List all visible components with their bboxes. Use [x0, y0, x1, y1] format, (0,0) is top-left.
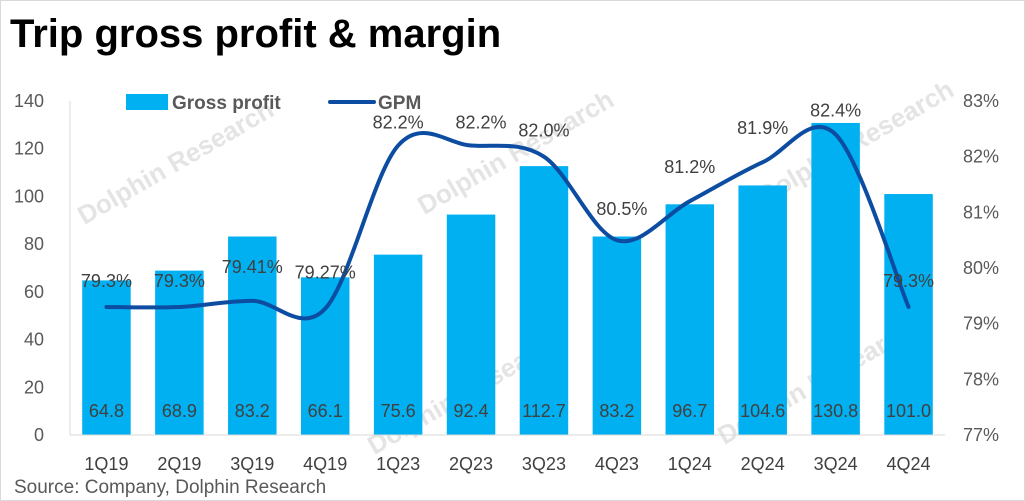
left-axis-tick-label: 100	[14, 186, 44, 206]
bar-data-label: 83.2	[599, 401, 634, 421]
line-data-label: 79.3%	[154, 271, 205, 291]
legend-label-gross-profit: Gross profit	[172, 93, 281, 114]
legend-label-gpm: GPM	[378, 93, 421, 114]
gpm-line	[104, 125, 911, 321]
left-axis-tick-label: 120	[14, 139, 44, 159]
line-data-label: 82.2%	[456, 113, 507, 133]
bar-gross-profit	[738, 185, 787, 435]
line-data-label: 81.2%	[664, 157, 715, 177]
bar-gross-profit	[884, 194, 933, 435]
bar-data-label: 130.8	[813, 401, 858, 421]
bar-gross-profit	[155, 270, 204, 435]
line-data-label: 82.2%	[373, 113, 424, 133]
line-data-label: 82.0%	[518, 121, 569, 141]
bar-gross-profit	[519, 166, 569, 435]
bar-gross-profit	[300, 277, 350, 435]
x-axis-tick-label: 1Q24	[668, 454, 712, 474]
line-data-label: 79.27%	[295, 263, 356, 283]
line-data-label: 79.3%	[81, 271, 132, 291]
bar-data-label: 66.1	[308, 401, 343, 421]
bar-data-label: 68.9	[162, 401, 197, 421]
x-axis-tick-label: 2Q19	[157, 454, 201, 474]
left-axis-tick-label: 40	[24, 330, 44, 350]
source-note: Source: Company, Dolphin Research	[14, 477, 327, 498]
line-data-label: 81.9%	[737, 118, 788, 138]
bar-data-label: 96.7	[672, 401, 707, 421]
bar-data-label: 64.8	[89, 401, 124, 421]
bar-gross-profit	[592, 236, 642, 435]
x-axis-tick-label: 3Q24	[814, 454, 858, 474]
bar-gross-profit	[446, 214, 496, 435]
line-data-label: 80.5%	[596, 199, 647, 219]
left-axis-tick-label: 80	[24, 234, 44, 254]
bar-data-label: 83.2	[235, 401, 270, 421]
left-axis-tick-label: 140	[14, 91, 44, 111]
bar-gross-profit	[228, 236, 277, 435]
x-axis-tick-label: 4Q24	[887, 454, 931, 474]
right-axis-tick-label: 81%	[963, 202, 999, 222]
bar-gross-profit	[665, 204, 715, 435]
bar-gross-profit	[373, 254, 423, 435]
bar-data-label: 75.6	[381, 401, 416, 421]
x-axis-tick-label: 1Q19	[84, 454, 128, 474]
legend-swatch-gross-profit	[126, 94, 168, 110]
x-axis-tick-label: 4Q19	[303, 454, 347, 474]
right-axis-tick-label: 83%	[963, 91, 999, 111]
bar-data-label: 92.4	[454, 401, 489, 421]
bar-data-label: 112.7	[522, 401, 566, 421]
right-axis-tick-label: 79%	[963, 314, 999, 334]
bar-gross-profit	[811, 122, 860, 435]
x-axis-tick-label: 3Q19	[230, 454, 274, 474]
left-axis-tick-label: 0	[34, 425, 44, 445]
x-axis-tick-label: 2Q24	[741, 454, 785, 474]
left-axis-tick-label: 20	[24, 377, 44, 397]
watermark-text: Dolphin Research	[412, 84, 618, 221]
line-data-label: 79.3%	[883, 271, 934, 291]
x-axis-tick-label: 4Q23	[595, 454, 639, 474]
bar-data-label: 101.0	[886, 401, 931, 421]
line-data-label: 79.41%	[222, 257, 283, 277]
x-axis-tick-label: 3Q23	[522, 454, 566, 474]
line-data-label: 82.4%	[810, 100, 861, 120]
right-axis-tick-label: 78%	[963, 369, 999, 389]
left-axis-tick-label: 60	[24, 282, 44, 302]
x-axis-tick-label: 1Q23	[376, 454, 420, 474]
right-axis-tick-label: 80%	[963, 258, 999, 278]
right-axis-tick-label: 77%	[963, 425, 999, 445]
bar-data-label: 104.6	[740, 401, 785, 421]
watermark-text: Dolphin Research	[72, 94, 278, 231]
x-axis-tick-label: 2Q23	[449, 454, 493, 474]
right-axis-tick-label: 82%	[963, 147, 999, 167]
chart-title: Trip gross profit & margin	[10, 12, 502, 56]
